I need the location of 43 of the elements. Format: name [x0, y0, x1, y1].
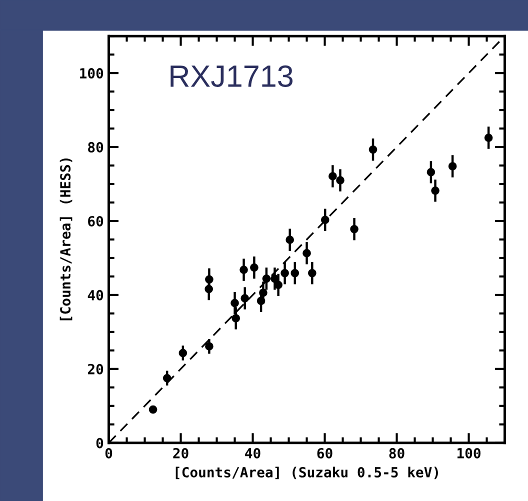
- x-tick-label: 100: [458, 448, 480, 458]
- x-tick-label: 0: [105, 448, 112, 458]
- y-tick-label: 100: [80, 68, 104, 79]
- point: [308, 268, 316, 278]
- point: [205, 342, 214, 351]
- annotation: RXJ1713: [170, 65, 293, 87]
- point: [205, 275, 214, 284]
- point: [290, 268, 300, 278]
- point: [262, 274, 271, 283]
- point: [336, 176, 344, 184]
- point: [259, 288, 268, 297]
- point: [484, 134, 493, 142]
- point: [320, 216, 330, 224]
- point: [230, 298, 239, 308]
- y-tick-label: 0: [96, 438, 104, 448]
- point: [204, 284, 214, 294]
- point: [240, 266, 248, 274]
- point: [350, 224, 358, 234]
- x-tick-label: 20: [173, 448, 188, 458]
- y-tick-label: 40: [88, 290, 104, 300]
- x-tick-label: 60: [317, 448, 332, 459]
- point: [256, 296, 266, 306]
- point: [328, 172, 337, 180]
- x-tick-label: 80: [389, 448, 404, 458]
- point: [178, 348, 188, 358]
- point: [148, 405, 158, 414]
- y-tick-label: 20: [88, 364, 104, 374]
- point: [240, 294, 250, 302]
- point: [280, 268, 289, 278]
- point: [431, 186, 440, 195]
- point: [448, 162, 457, 170]
- x-axis-title: [Counts/Area] (Suzaku 0.5-5 keV): [176, 466, 438, 480]
- point: [162, 374, 172, 382]
- y-tick-label: 60: [88, 216, 104, 226]
- y-axis-title: [Counts/Area] (HESS): [60, 158, 72, 320]
- point: [250, 263, 258, 272]
- point: [286, 236, 294, 244]
- x-tick-label: 40: [245, 448, 260, 458]
- y-tick-label: 80: [88, 142, 104, 152]
- point: [426, 168, 436, 176]
- point: [302, 248, 311, 258]
- point: [232, 314, 240, 322]
- point: [368, 145, 378, 154]
